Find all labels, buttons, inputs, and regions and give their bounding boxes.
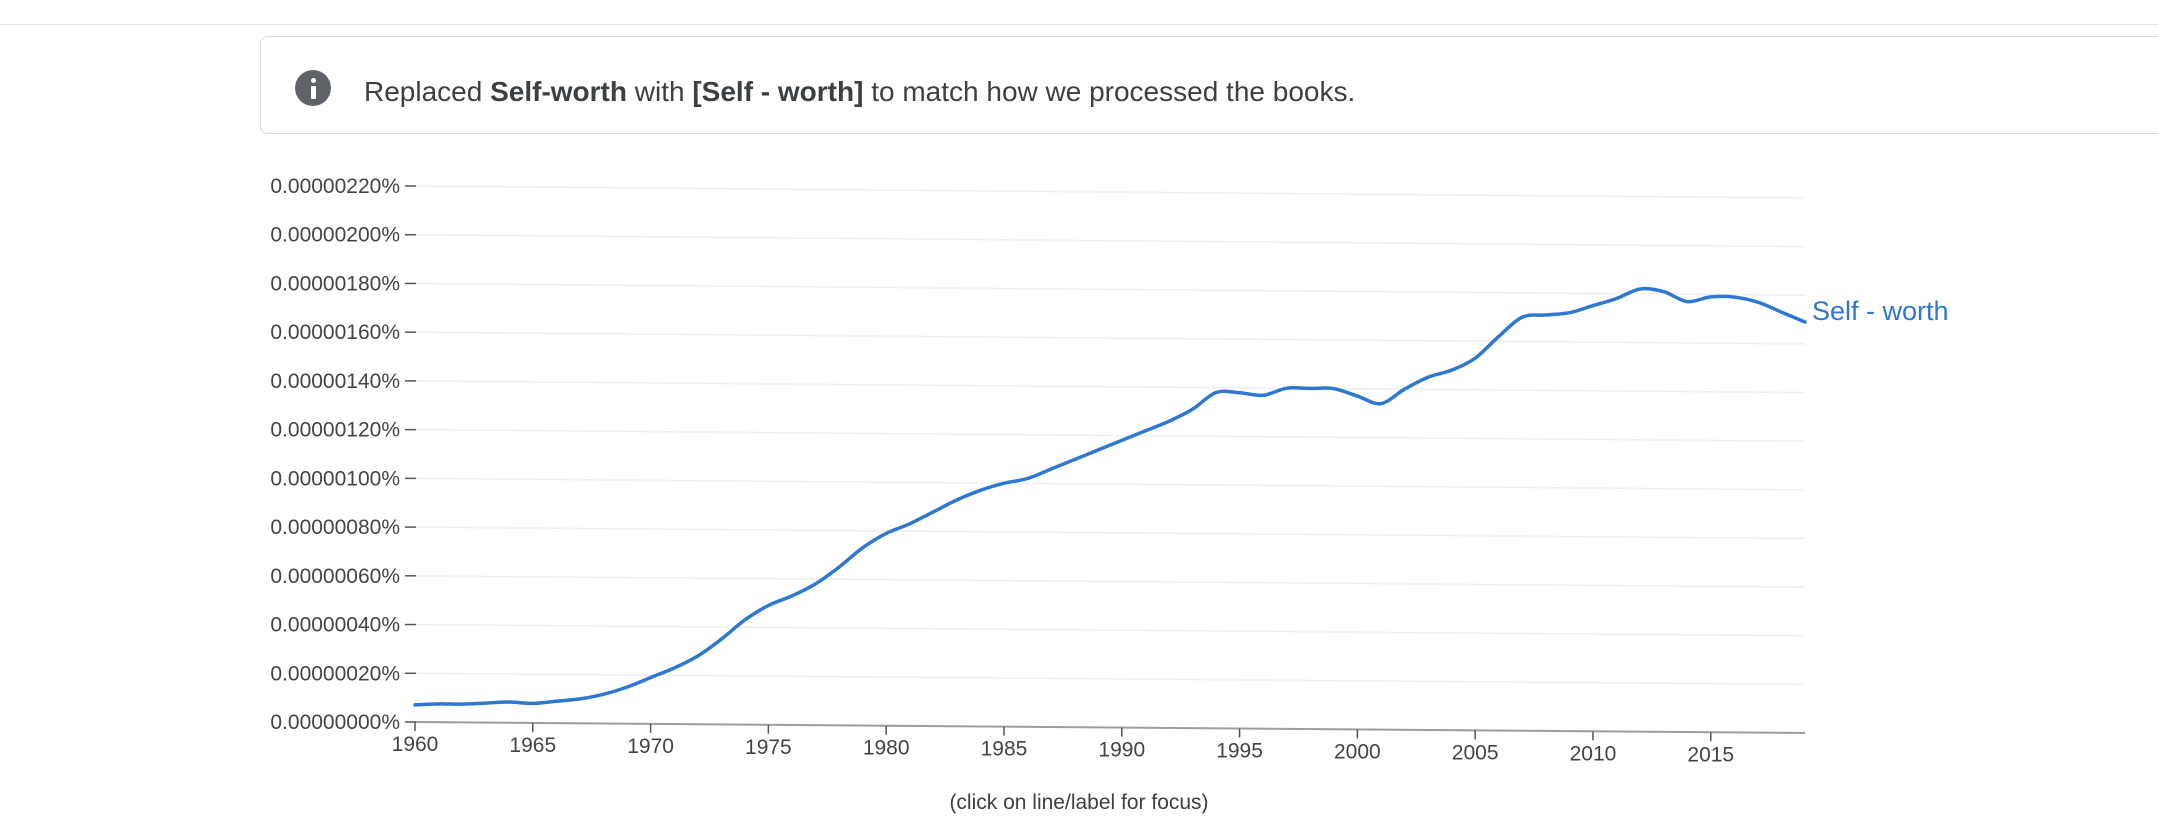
y-tick-label: 0.00000020% xyxy=(270,662,400,685)
y-tick-label: 0.00000120% xyxy=(270,419,400,442)
y-gridline xyxy=(414,526,1806,540)
y-tick-label: 0.00000140% xyxy=(270,370,400,393)
x-tick-label: 1995 xyxy=(1216,740,1263,763)
y-tick-label: 0.00000000% xyxy=(270,711,400,734)
x-tick-label: 1965 xyxy=(509,734,556,757)
x-tick-label: 2015 xyxy=(1687,743,1734,766)
chart-focus-hint: (click on line/label for focus) xyxy=(949,791,1209,814)
y-gridline xyxy=(414,477,1806,491)
y-tick-label: 0.00000220% xyxy=(270,175,400,198)
replacement-notice: Replaced Self-worth with [Self - worth] … xyxy=(260,36,2158,134)
info-icon xyxy=(295,70,331,106)
y-gridline xyxy=(414,282,1806,297)
series-line-self-worth[interactable] xyxy=(413,286,1807,707)
y-gridline xyxy=(414,575,1806,588)
notice-message: Replaced Self-worth with [Self - worth] … xyxy=(364,74,1355,110)
y-axis-ticks: 0.00000000% 0.00000020% 0.00000040% 0.00000… xyxy=(270,175,416,734)
chart-series[interactable]: Self - worth xyxy=(413,286,1949,707)
y-gridline xyxy=(414,185,1806,199)
notice-suffix: to match how we processed the books. xyxy=(863,76,1356,107)
y-tick-label: 0.00000100% xyxy=(270,467,400,490)
x-axis-ticks: 1960 1965 1970 1975 1980 1985 1990 1995 2000 2005… xyxy=(392,722,1734,766)
chart-axes xyxy=(414,721,1806,734)
y-tick-label: 0.00000180% xyxy=(270,272,400,295)
top-divider xyxy=(0,24,2158,25)
y-tick-label: 0.00000040% xyxy=(270,614,400,637)
chart-grid xyxy=(414,185,1806,686)
y-tick-label: 0.00000080% xyxy=(270,516,400,539)
series-label-self-worth[interactable]: Self - worth xyxy=(1812,296,1949,326)
notice-replacement-term: [Self - worth] xyxy=(692,76,864,107)
y-gridline xyxy=(414,380,1806,394)
notice-prefix: Replaced xyxy=(364,76,491,107)
y-tick-label: 0.00000160% xyxy=(270,321,400,344)
y-gridline xyxy=(414,331,1806,345)
x-tick-label: 1975 xyxy=(745,736,792,759)
ngram-line-chart: 0.00000000% 0.00000020% 0.00000040% 0.00000… xyxy=(270,175,1949,766)
x-axis-line xyxy=(414,721,1806,734)
y-gridline xyxy=(414,233,1806,248)
y-gridline xyxy=(414,428,1806,442)
notice-middle: with xyxy=(626,76,693,107)
x-tick-label: 2000 xyxy=(1334,740,1381,763)
y-gridline xyxy=(414,672,1806,686)
x-tick-label: 1985 xyxy=(981,738,1028,761)
x-tick-label: 2005 xyxy=(1452,741,1499,764)
notice-original-term: Self-worth xyxy=(490,76,627,107)
x-tick-label: 1960 xyxy=(392,733,439,756)
x-tick-label: 2010 xyxy=(1570,742,1617,765)
y-tick-label: 0.00000200% xyxy=(270,224,400,247)
y-tick-label: 0.00000060% xyxy=(270,565,400,588)
x-tick-label: 1990 xyxy=(1098,739,1145,762)
y-gridline xyxy=(414,623,1806,637)
x-tick-label: 1970 xyxy=(627,735,674,758)
x-tick-label: 1980 xyxy=(863,737,910,760)
